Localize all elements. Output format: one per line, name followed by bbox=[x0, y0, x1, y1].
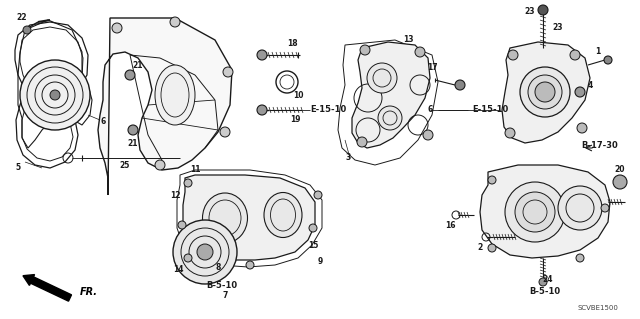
Text: 11: 11 bbox=[189, 166, 200, 174]
Text: 1: 1 bbox=[595, 48, 600, 56]
Text: B-17-30: B-17-30 bbox=[582, 140, 618, 150]
Circle shape bbox=[488, 176, 496, 184]
Text: 10: 10 bbox=[292, 91, 303, 100]
Circle shape bbox=[178, 221, 186, 229]
Circle shape bbox=[50, 90, 60, 100]
Text: 25: 25 bbox=[120, 160, 130, 169]
Circle shape bbox=[20, 60, 90, 130]
Text: 5: 5 bbox=[15, 162, 20, 172]
Circle shape bbox=[170, 17, 180, 27]
Circle shape bbox=[125, 70, 135, 80]
Circle shape bbox=[184, 254, 192, 262]
Text: FR.: FR. bbox=[80, 287, 98, 297]
Text: 19: 19 bbox=[290, 115, 300, 124]
Text: 16: 16 bbox=[445, 220, 455, 229]
Circle shape bbox=[314, 191, 322, 199]
Circle shape bbox=[220, 127, 230, 137]
Circle shape bbox=[128, 125, 138, 135]
Circle shape bbox=[539, 278, 547, 286]
Text: 24: 24 bbox=[543, 276, 553, 285]
Circle shape bbox=[538, 5, 548, 15]
Text: 21: 21 bbox=[128, 138, 138, 147]
Text: 2: 2 bbox=[477, 242, 483, 251]
Circle shape bbox=[423, 130, 433, 140]
Circle shape bbox=[488, 244, 496, 252]
Polygon shape bbox=[480, 165, 610, 258]
Text: E-15-10: E-15-10 bbox=[310, 106, 346, 115]
Circle shape bbox=[357, 137, 367, 147]
Circle shape bbox=[570, 50, 580, 60]
Circle shape bbox=[112, 23, 122, 33]
Circle shape bbox=[197, 244, 213, 260]
Circle shape bbox=[257, 50, 267, 60]
Text: 20: 20 bbox=[614, 166, 625, 174]
Circle shape bbox=[378, 106, 402, 130]
Circle shape bbox=[155, 160, 165, 170]
Circle shape bbox=[23, 26, 31, 34]
Circle shape bbox=[515, 192, 555, 232]
Circle shape bbox=[505, 182, 565, 242]
Circle shape bbox=[528, 75, 562, 109]
Text: 4: 4 bbox=[588, 80, 593, 90]
Circle shape bbox=[520, 67, 570, 117]
Ellipse shape bbox=[202, 193, 248, 243]
Text: 15: 15 bbox=[308, 241, 318, 249]
Text: 18: 18 bbox=[287, 40, 298, 48]
Text: 3: 3 bbox=[346, 153, 351, 162]
Polygon shape bbox=[352, 42, 430, 148]
Circle shape bbox=[360, 45, 370, 55]
Ellipse shape bbox=[264, 192, 302, 238]
Ellipse shape bbox=[155, 65, 195, 125]
Text: 8: 8 bbox=[215, 263, 221, 272]
Polygon shape bbox=[98, 18, 232, 195]
Circle shape bbox=[535, 82, 555, 102]
Circle shape bbox=[223, 67, 233, 77]
Text: 23: 23 bbox=[553, 24, 563, 33]
Text: 21: 21 bbox=[132, 61, 143, 70]
Text: 7: 7 bbox=[222, 291, 228, 300]
Text: SCVBE1500: SCVBE1500 bbox=[577, 305, 618, 311]
Circle shape bbox=[575, 87, 585, 97]
Circle shape bbox=[577, 123, 587, 133]
Polygon shape bbox=[183, 175, 315, 260]
Text: E-15-10: E-15-10 bbox=[472, 106, 508, 115]
Text: 23: 23 bbox=[525, 8, 535, 17]
Circle shape bbox=[184, 179, 192, 187]
Text: 9: 9 bbox=[317, 257, 323, 266]
Text: 13: 13 bbox=[403, 35, 413, 44]
Circle shape bbox=[173, 220, 237, 284]
Circle shape bbox=[604, 56, 612, 64]
Text: 17: 17 bbox=[427, 63, 437, 72]
Circle shape bbox=[415, 47, 425, 57]
Circle shape bbox=[558, 186, 602, 230]
Text: 6: 6 bbox=[428, 106, 433, 115]
Circle shape bbox=[246, 261, 254, 269]
Text: B-5-10: B-5-10 bbox=[529, 287, 561, 296]
Circle shape bbox=[257, 105, 267, 115]
Text: B-5-10: B-5-10 bbox=[207, 280, 237, 290]
Circle shape bbox=[309, 224, 317, 232]
Polygon shape bbox=[502, 42, 590, 143]
Circle shape bbox=[613, 175, 627, 189]
Text: 12: 12 bbox=[170, 190, 180, 199]
Circle shape bbox=[455, 80, 465, 90]
Circle shape bbox=[601, 204, 609, 212]
Circle shape bbox=[508, 50, 518, 60]
FancyArrow shape bbox=[23, 275, 72, 301]
Text: 6: 6 bbox=[100, 117, 106, 127]
Circle shape bbox=[576, 254, 584, 262]
Text: 14: 14 bbox=[173, 265, 183, 275]
Circle shape bbox=[367, 63, 397, 93]
Circle shape bbox=[505, 128, 515, 138]
Text: 22: 22 bbox=[17, 13, 28, 23]
